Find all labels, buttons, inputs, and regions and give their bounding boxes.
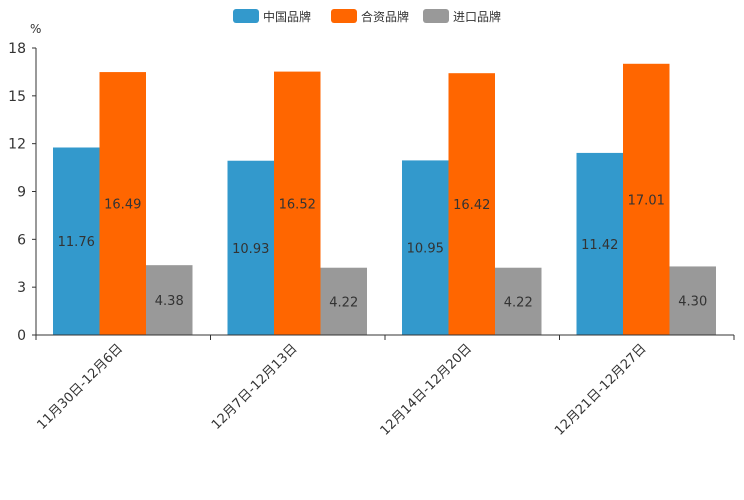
legend-label-2: 进口品牌 bbox=[453, 10, 501, 24]
bar-label-0-2: 4.38 bbox=[155, 294, 184, 309]
bar-0-2 bbox=[146, 265, 193, 335]
bar-label-2-2: 4.22 bbox=[504, 295, 533, 310]
bar-2-1 bbox=[448, 73, 495, 335]
bar-label-3-2: 4.30 bbox=[678, 295, 707, 310]
bar-1-1 bbox=[274, 71, 321, 335]
x-tick-label-0: 11月30日-12月6日 bbox=[34, 341, 126, 433]
bar-label-0-1: 16.49 bbox=[104, 198, 141, 213]
x-tick-label-2: 12月14日-12月20日 bbox=[378, 341, 475, 438]
bar-label-1-0: 10.93 bbox=[232, 242, 269, 257]
legend-label-0: 中国品牌 bbox=[263, 9, 311, 24]
y-tick-label-3: 9 bbox=[17, 185, 26, 201]
bar-label-3-1: 17.01 bbox=[628, 193, 665, 208]
y-tick-label-6: 18 bbox=[8, 41, 26, 57]
x-axis: 11月30日-12月6日 12月7日-12月13日 12月14日-12月20日 12月… bbox=[34, 334, 735, 439]
y-tick-label-1: 3 bbox=[17, 280, 26, 296]
y-tick-label-0: 0 bbox=[17, 328, 26, 344]
y-tick-label-2: 6 bbox=[17, 232, 26, 248]
bars: 11.76 16.49 4.38 10.93 16.52 4.22 10.95 16.42 4.… bbox=[53, 63, 716, 335]
x-tick-label-3: 12月21日-12月27日 bbox=[552, 341, 649, 438]
legend-swatch-1 bbox=[331, 9, 357, 23]
bar-label-2-0: 10.95 bbox=[407, 242, 444, 257]
bar-2-2 bbox=[495, 267, 542, 335]
bar-label-2-1: 16.42 bbox=[453, 198, 490, 213]
legend-label-1: 合资品牌 bbox=[361, 9, 409, 24]
x-tick-label-1: 12月7日-12月13日 bbox=[209, 341, 301, 433]
y-tick-label-5: 15 bbox=[8, 89, 26, 105]
legend-swatch-0 bbox=[233, 9, 259, 23]
bar-label-3-0: 11.42 bbox=[581, 238, 618, 253]
legend-swatch-2 bbox=[423, 9, 449, 23]
bar-1-0 bbox=[227, 160, 274, 335]
legend: 中国品牌 合资品牌 进口品牌 bbox=[233, 9, 501, 24]
bar-label-1-2: 4.22 bbox=[329, 295, 358, 310]
bar-3-1 bbox=[623, 63, 670, 335]
bar-0-0 bbox=[53, 147, 100, 335]
y-unit-label: % bbox=[30, 22, 41, 36]
bar-1-2 bbox=[320, 267, 367, 335]
bar-label-0-0: 11.76 bbox=[58, 235, 95, 250]
y-tick-label-4: 12 bbox=[8, 137, 26, 153]
bar-3-2 bbox=[669, 266, 716, 335]
y-axis: 0 3 6 9 12 15 18 bbox=[8, 41, 37, 344]
bar-label-1-1: 16.52 bbox=[279, 197, 316, 212]
bar-0-1 bbox=[99, 72, 146, 335]
bar-2-0 bbox=[402, 160, 449, 335]
bar-3-0 bbox=[576, 152, 623, 335]
